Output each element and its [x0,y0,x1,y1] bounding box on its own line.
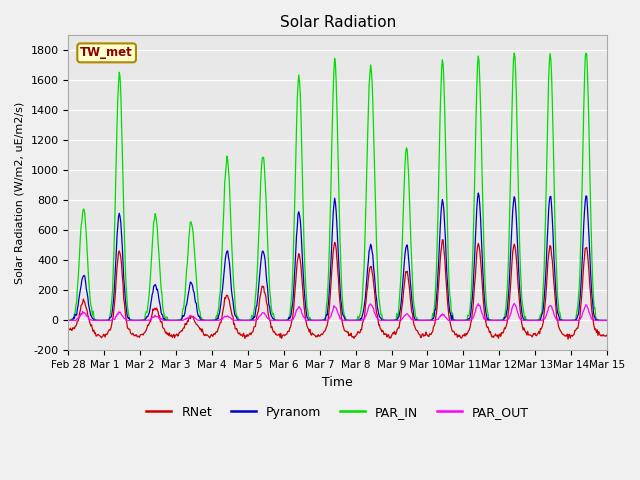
RNet [438,237,446,242]
Pyranom [161,317,169,323]
RNet [604,334,612,340]
Legend: RNet, Pyranom, PAR_IN, PAR_OUT: RNet, Pyranom, PAR_IN, PAR_OUT [141,401,534,424]
Text: TW_met: TW_met [80,47,133,60]
PAR_OUT [534,317,542,323]
Pyranom [600,317,608,323]
PAR_OUT [604,317,612,323]
Line: RNet: RNet [68,240,608,339]
PAR_IN [299,175,307,181]
PAR_IN [534,317,542,323]
RNet [474,244,481,250]
RNet [564,336,572,342]
X-axis label: Time: Time [323,376,353,389]
PAR_IN [182,280,189,286]
Pyranom [474,195,481,201]
RNet [204,333,212,339]
PAR_IN [474,61,481,67]
PAR_IN [604,317,612,323]
PAR_OUT [600,317,608,323]
PAR_IN [600,317,608,323]
RNet [181,321,189,326]
Pyranom [205,317,213,323]
PAR_OUT [299,312,307,317]
Pyranom [534,317,542,323]
RNet [534,331,541,337]
RNet [65,326,72,332]
Line: PAR_IN: PAR_IN [68,53,608,320]
Line: PAR_OUT: PAR_OUT [68,303,608,320]
PAR_OUT [474,303,481,309]
RNet [298,274,306,279]
PAR_IN [205,317,213,323]
PAR_OUT [72,317,80,323]
Title: Solar Radiation: Solar Radiation [280,15,396,30]
Pyranom [604,317,612,323]
Pyranom [474,190,482,196]
Pyranom [65,317,72,323]
PAR_IN [92,317,99,323]
PAR_OUT [510,300,518,306]
Pyranom [299,258,307,264]
Y-axis label: Solar Radiation (W/m2, uE/m2/s): Solar Radiation (W/m2, uE/m2/s) [15,102,25,284]
PAR_OUT [182,315,189,321]
PAR_OUT [205,317,213,323]
Line: Pyranom: Pyranom [68,193,608,320]
Pyranom [182,303,189,309]
PAR_OUT [65,317,72,323]
RNet [600,333,608,339]
PAR_IN [65,317,72,323]
PAR_IN [510,50,518,56]
